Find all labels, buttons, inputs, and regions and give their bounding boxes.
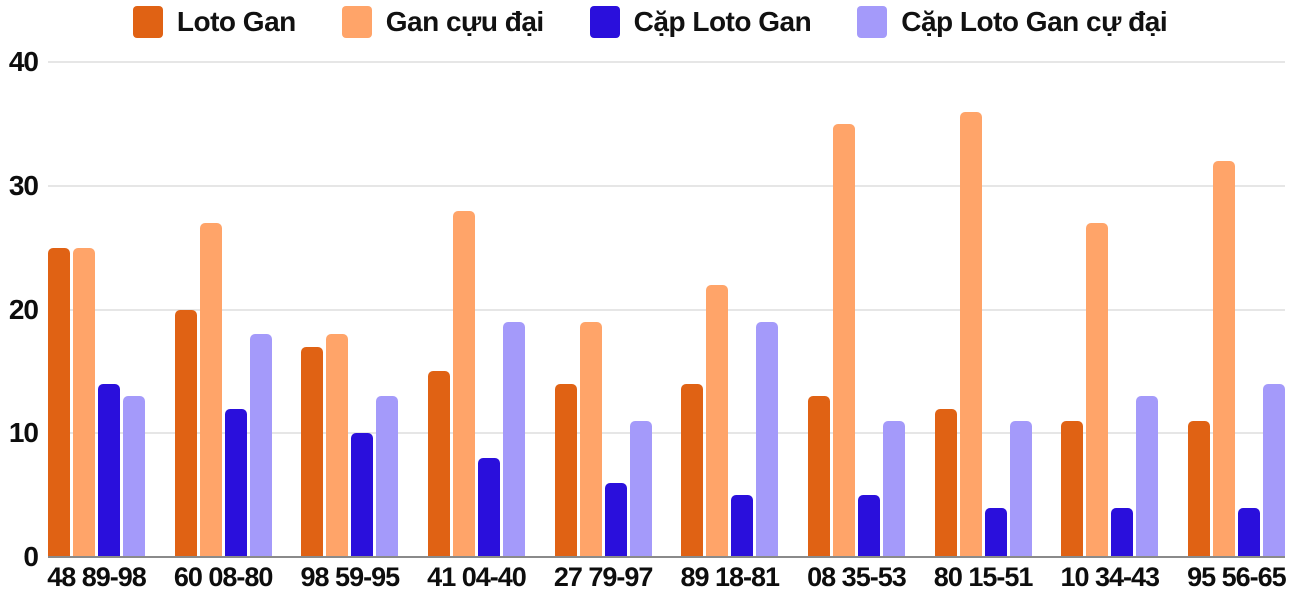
bar-cặp-loto-gan-cự-đại-4[interactable] [629, 420, 652, 557]
x-axis-label-1: 60 08-80 [173, 562, 274, 593]
gridline-y-30 [48, 184, 1285, 187]
bar-gan-cựu-đại-0[interactable] [73, 247, 95, 557]
bar-cặp-loto-gan-cự-đại-9[interactable] [1262, 383, 1285, 557]
plot-area [48, 61, 1285, 558]
x-axis-label-text: 27 79-97 [553, 562, 654, 592]
x-axis-label-text: 89 18-81 [680, 562, 780, 592]
legend-item-1[interactable]: Gan cựu đại [341, 6, 544, 38]
bar-loto-gan-2[interactable] [301, 346, 324, 557]
legend-swatch-icon [857, 6, 888, 38]
bar-cặp-loto-gan-cự-đại-3[interactable] [502, 321, 525, 557]
legend-swatch-icon [341, 6, 372, 38]
bar-group-6 [807, 62, 905, 557]
bar-cặp-loto-gan-3[interactable] [477, 458, 500, 557]
bar-gan-cựu-đại-2[interactable] [326, 334, 349, 557]
x-axis-label-text: 80 15-51 [933, 562, 1034, 592]
bar-gan-cựu-đại-9[interactable] [1212, 161, 1235, 557]
bar-loto-gan-6[interactable] [807, 396, 830, 557]
gridline-y-10 [48, 432, 1285, 435]
x-axis-label-9: 95 56-65 [1187, 562, 1287, 593]
x-axis-label-text: 41 04-40 [427, 562, 527, 592]
legend-label: Loto Gan [176, 6, 296, 37]
bar-cặp-loto-gan-0[interactable] [98, 383, 120, 557]
bar-cặp-loto-gan-cự-đại-0[interactable] [123, 396, 145, 557]
y-axis-tick-10: 10 [8, 417, 39, 449]
legend-label: Cặp Loto Gan [633, 6, 812, 37]
y-axis-tick-0: 0 [23, 541, 39, 572]
bar-gan-cựu-đại-7[interactable] [959, 111, 982, 557]
bar-group-3 [427, 62, 525, 557]
y-axis-tick-40: 40 [8, 46, 39, 77]
bar-cặp-loto-gan-8[interactable] [1111, 507, 1134, 557]
bar-cặp-loto-gan-1[interactable] [224, 408, 247, 557]
x-axis-label-4: 27 79-97 [553, 562, 654, 593]
bar-group-0 [48, 62, 145, 557]
legend-item-2[interactable]: Cặp Loto Gan [589, 6, 812, 38]
bar-loto-gan-0[interactable] [48, 247, 70, 557]
bar-loto-gan-4[interactable] [554, 383, 577, 557]
bar-group-4 [554, 62, 652, 557]
bar-loto-gan-7[interactable] [934, 408, 957, 557]
bar-group-2 [301, 62, 399, 557]
bar-cặp-loto-gan-2[interactable] [351, 433, 374, 557]
bar-cặp-loto-gan-cự-đại-2[interactable] [376, 396, 399, 557]
x-axis-label-0: 48 89-98 [47, 562, 147, 593]
bar-group-1 [174, 62, 272, 557]
bar-cặp-loto-gan-5[interactable] [731, 495, 754, 557]
y-axis-tick-30: 30 [8, 169, 39, 201]
x-axis-label-text: 98 59-95 [300, 562, 401, 592]
bar-gan-cựu-đại-5[interactable] [706, 284, 729, 557]
bar-group-8 [1061, 62, 1159, 557]
x-axis-label-6: 08 35-53 [807, 562, 907, 593]
legend-label: Cặp Loto Gan cự đại [901, 6, 1168, 37]
bar-gan-cựu-đại-6[interactable] [832, 123, 855, 557]
x-axis-label-text: 10 34-43 [1060, 562, 1160, 592]
bar-loto-gan-9[interactable] [1187, 420, 1210, 557]
bar-cặp-loto-gan-4[interactable] [604, 482, 627, 557]
bar-gan-cựu-đại-4[interactable] [579, 321, 602, 557]
gridline-y-20 [48, 308, 1285, 311]
bar-group-7 [934, 62, 1032, 557]
bar-loto-gan-1[interactable] [174, 309, 197, 557]
legend-swatch-icon [589, 6, 620, 38]
bar-cặp-loto-gan-7[interactable] [984, 507, 1007, 557]
bar-loto-gan-5[interactable] [681, 383, 704, 557]
legend-item-0[interactable]: Loto Gan [132, 6, 296, 38]
bar-cặp-loto-gan-6[interactable] [857, 495, 880, 557]
gridline-y-40 [48, 61, 1285, 63]
x-axis-label-7: 80 15-51 [933, 562, 1034, 593]
x-axis-label-text: 60 08-80 [173, 562, 274, 592]
bar-gan-cựu-đại-8[interactable] [1086, 222, 1109, 557]
bar-cặp-loto-gan-9[interactable] [1237, 507, 1260, 557]
bar-cặp-loto-gan-cự-đại-1[interactable] [249, 334, 272, 557]
bar-loto-gan-3[interactable] [427, 371, 450, 557]
bar-cặp-loto-gan-cự-đại-6[interactable] [882, 420, 905, 557]
bar-cặp-loto-gan-cự-đại-8[interactable] [1136, 396, 1159, 557]
bar-loto-gan-8[interactable] [1061, 420, 1084, 557]
x-axis-label-2: 98 59-95 [300, 562, 401, 593]
x-axis-label-8: 10 34-43 [1060, 562, 1160, 593]
bar-gan-cựu-đại-3[interactable] [452, 210, 475, 557]
bar-groups [48, 62, 1285, 557]
legend-label: Gan cựu đại [385, 6, 544, 37]
bar-group-9 [1187, 62, 1285, 557]
bar-cặp-loto-gan-cự-đại-5[interactable] [756, 321, 779, 557]
x-axis-label-3: 41 04-40 [427, 562, 527, 593]
x-axis-label-text: 95 56-65 [1187, 562, 1287, 592]
y-axis-tick-20: 20 [8, 293, 39, 325]
x-axis-label-text: 08 35-53 [807, 562, 907, 592]
x-axis-label-text: 48 89-98 [47, 562, 147, 592]
legend-item-3[interactable]: Cặp Loto Gan cự đại [857, 6, 1168, 38]
x-axis-line [48, 556, 1285, 558]
legend-swatch-icon [132, 6, 163, 38]
chart-legend: Loto Gan Gan cựu đại Cặp Loto Gan Cặp Loto … [0, 6, 1300, 38]
bar-cặp-loto-gan-cự-đại-7[interactable] [1009, 420, 1032, 557]
bar-group-5 [681, 62, 779, 557]
bar-gan-cựu-đại-1[interactable] [199, 222, 222, 557]
x-axis-labels: 48 89-98 60 08-80 98 59-95 41 04-40 27 79-97… [47, 562, 1287, 593]
x-axis-label-5: 89 18-81 [680, 562, 780, 593]
